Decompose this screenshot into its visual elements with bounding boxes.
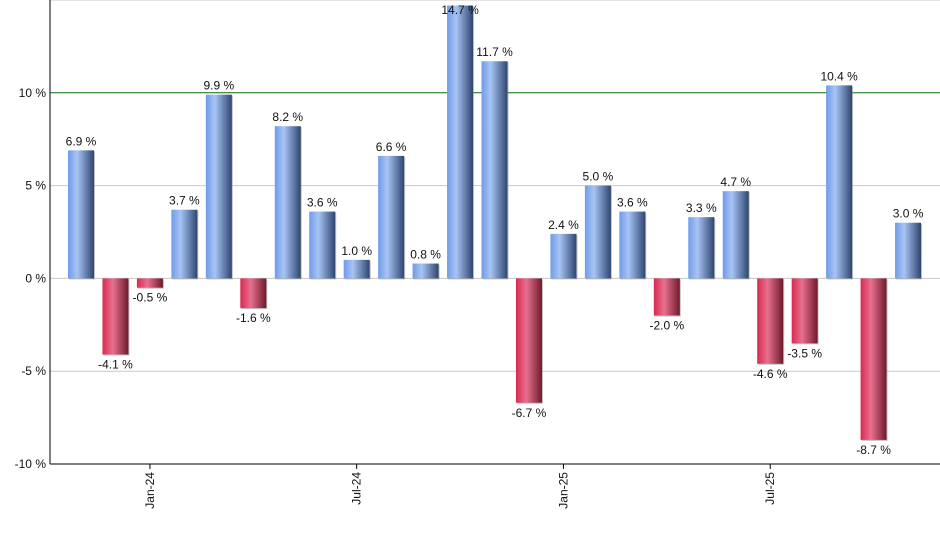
- data-label: 11.7 %: [476, 45, 513, 59]
- bar: [515, 278, 542, 403]
- bar: [722, 191, 749, 279]
- data-label: 2.4 %: [548, 218, 579, 232]
- bar: [240, 278, 267, 309]
- data-label: 3.3 %: [686, 201, 717, 215]
- bar: [309, 211, 336, 279]
- data-label: 4.7 %: [720, 175, 751, 189]
- bar: [757, 278, 784, 364]
- data-label: -6.7 %: [512, 406, 547, 420]
- bar: [895, 222, 922, 279]
- bar: [205, 94, 232, 279]
- data-label: 3.0 %: [893, 207, 924, 221]
- data-label: 6.9 %: [66, 134, 97, 148]
- data-label: 8.2 %: [272, 110, 303, 124]
- data-label: -8.7 %: [856, 443, 891, 457]
- bar: [826, 85, 853, 279]
- bar: [619, 211, 646, 279]
- bar: [653, 278, 680, 316]
- y-tick-label: 0 %: [25, 271, 46, 285]
- data-label: -4.6 %: [753, 367, 788, 381]
- bar: [860, 278, 887, 440]
- data-label: 3.7 %: [169, 194, 200, 208]
- y-tick-label: -10 %: [15, 457, 47, 471]
- data-label: -1.6 %: [236, 311, 271, 325]
- bar: [584, 185, 611, 279]
- y-tick-label: -5 %: [21, 364, 46, 378]
- bar: [447, 5, 474, 279]
- bar: [274, 126, 301, 279]
- bar: [550, 233, 577, 279]
- x-tick-label: Jul-25: [763, 472, 777, 505]
- data-label: 6.6 %: [376, 140, 407, 154]
- data-label: 14.7 %: [441, 3, 479, 17]
- bar: [481, 61, 508, 279]
- bar: [688, 217, 715, 279]
- bar: [412, 263, 439, 279]
- data-label: -4.1 %: [98, 357, 133, 371]
- bar: [343, 259, 370, 279]
- data-label: 3.6 %: [307, 196, 338, 210]
- data-label: 3.6 %: [617, 196, 648, 210]
- data-label: 1.0 %: [341, 244, 372, 258]
- data-label: -3.5 %: [787, 346, 822, 360]
- bar: [102, 278, 129, 355]
- bar: [68, 150, 94, 279]
- x-tick-label: Jan-25: [556, 472, 570, 509]
- data-label: -2.0 %: [649, 319, 684, 333]
- data-label: -0.5 %: [133, 291, 168, 305]
- data-label: 0.8 %: [410, 248, 441, 262]
- x-tick-label: Jul-24: [350, 472, 364, 505]
- x-tick-label: Jan-24: [143, 472, 157, 509]
- bar: [171, 209, 198, 279]
- data-label: 5.0 %: [583, 170, 614, 184]
- data-label: 10.4 %: [820, 69, 858, 83]
- data-label: 9.9 %: [203, 79, 234, 93]
- bar: [378, 155, 405, 279]
- bar: [791, 278, 818, 344]
- y-tick-label: 5 %: [25, 179, 46, 193]
- y-tick-label: 10 %: [19, 86, 47, 100]
- bar: [136, 278, 163, 288]
